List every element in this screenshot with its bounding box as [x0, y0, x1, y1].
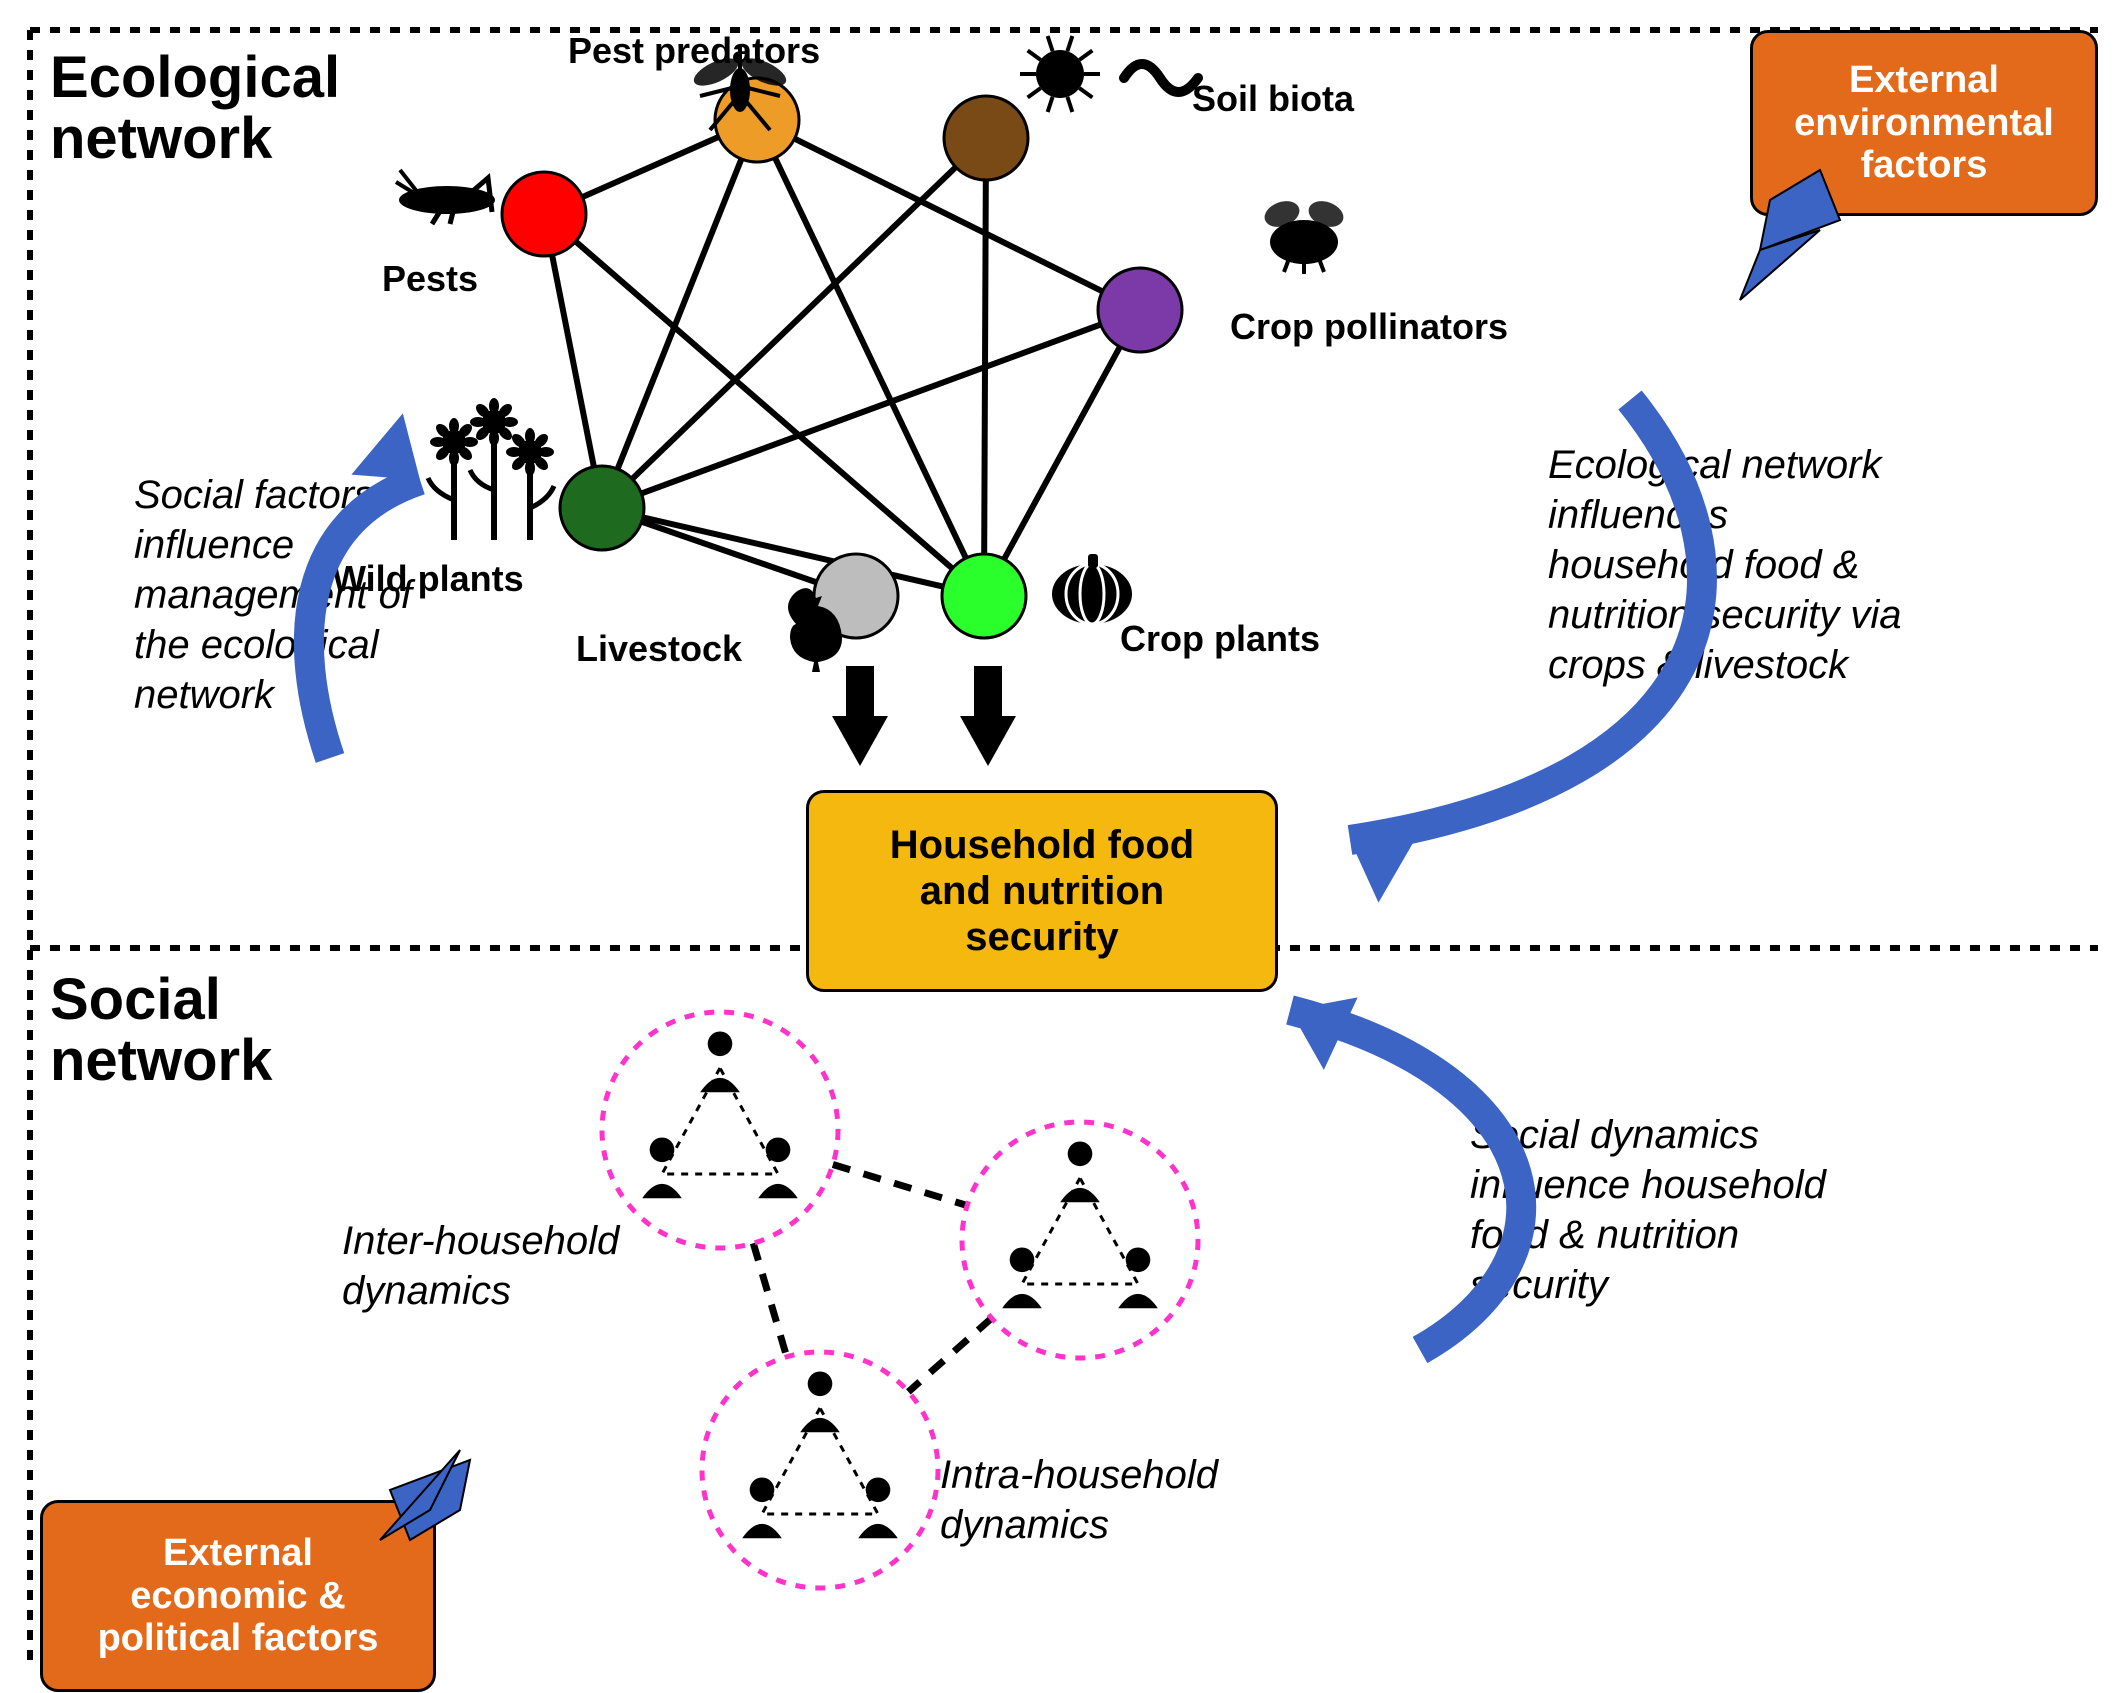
external-economic-text: External economic & political factors [98, 1532, 379, 1660]
caption-ecological-influences: Ecological network influences household … [1548, 440, 1901, 690]
household-food-security-box: Household food and nutrition security [806, 790, 1278, 992]
chicken-icon [788, 588, 842, 672]
down-arrow-crops [960, 666, 1016, 766]
external-economic-box: External economic & political factors [40, 1500, 436, 1692]
external-environmental-box: External environmental factors [1750, 30, 2098, 216]
microbe-icon [1020, 36, 1100, 112]
ecological-network-title: Ecological network [50, 48, 340, 170]
livestock-label: Livestock [576, 628, 742, 670]
worm-icon [1124, 64, 1198, 92]
social-network-title: Social network [50, 970, 272, 1092]
node-crops [942, 554, 1026, 638]
wild-flowers-icon [428, 398, 554, 540]
household-2 [962, 1122, 1198, 1358]
pests-label: Pests [382, 258, 478, 300]
soil-biota-label: Soil biota [1192, 78, 1354, 120]
pest-predators-label: Pest predators [568, 30, 820, 72]
node-predators [715, 78, 799, 162]
caption-social-factors: Social factors influence management of t… [134, 470, 412, 720]
node-pests [502, 172, 586, 256]
bee-icon [1261, 197, 1347, 274]
node-wild [560, 466, 644, 550]
household-1 [602, 1012, 838, 1248]
grasshopper-icon [396, 170, 495, 224]
node-pollinators [1098, 268, 1182, 352]
node-soil [944, 96, 1028, 180]
crop-plants-label: Crop plants [1120, 618, 1320, 660]
down-arrow-livestock [832, 666, 888, 766]
household-3 [702, 1352, 938, 1588]
household-food-security-text: Household food and nutrition security [890, 822, 1194, 960]
caption-social-dynamics: Social dynamics influence household food… [1470, 1110, 1826, 1310]
node-livestock [814, 554, 898, 638]
caption-inter-household: Inter-household dynamics [342, 1216, 619, 1316]
crop-pollinators-label: Crop pollinators [1230, 306, 1508, 348]
external-environmental-text: External environmental factors [1794, 59, 2054, 187]
pumpkin-icon [1052, 554, 1132, 624]
caption-intra-household: Intra-household dynamics [940, 1450, 1218, 1550]
